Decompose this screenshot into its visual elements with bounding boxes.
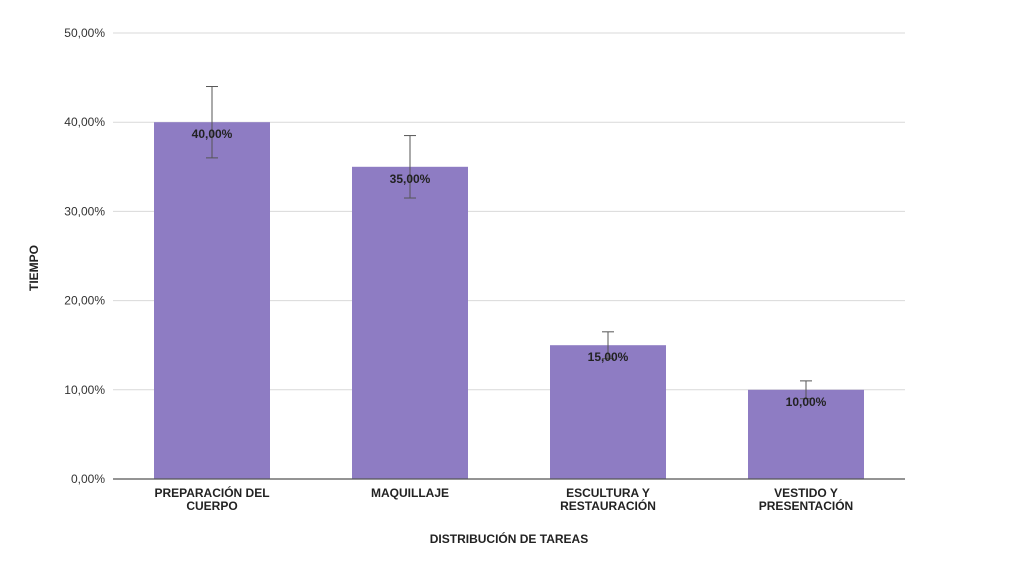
data-label: 10,00% (786, 395, 827, 409)
error-bar (800, 380, 812, 400)
y-tick-label: 0,00% (71, 472, 105, 486)
data-label: 35,00% (390, 172, 431, 186)
data-label: 15,00% (588, 350, 629, 364)
y-tick-label: 30,00% (64, 204, 105, 218)
bar (748, 389, 864, 479)
x-tick-label: MAQUILLAJE (371, 486, 449, 500)
error-bar (206, 86, 218, 159)
y-tick-label: 50,00% (64, 26, 105, 40)
error-bars (206, 86, 812, 400)
y-tick-label: 10,00% (64, 383, 105, 397)
bar (352, 166, 468, 480)
y-tick-label: 40,00% (64, 115, 105, 129)
x-tick-label: ESCULTURA Y RESTAURACIÓN (560, 486, 656, 513)
bars (154, 122, 864, 480)
x-axis-categories: PREPARACIÓN DEL CUERPO MAQUILLAJE ESCULTURA… (154, 485, 853, 513)
x-tick-label: PREPARACIÓN DEL CUERPO (154, 485, 269, 513)
y-axis-ticks: 0,00% 10,00% 20,00% 30,00% 40,00% 50,00% (64, 26, 105, 486)
data-label: 40,00% (192, 127, 233, 141)
data-labels: 40,00% 35,00% 15,00% 10,00% (192, 127, 827, 409)
x-tick-label: VESTIDO Y PRESENTACIÓN (759, 486, 853, 513)
error-bar (404, 135, 416, 199)
y-tick-label: 20,00% (64, 294, 105, 308)
bar (154, 122, 270, 479)
error-bar (602, 331, 614, 360)
y-axis-title: TIEMPO (27, 245, 41, 291)
x-axis-title: DISTRIBUCIÓN DE TAREAS (430, 531, 588, 546)
bar (550, 345, 666, 479)
